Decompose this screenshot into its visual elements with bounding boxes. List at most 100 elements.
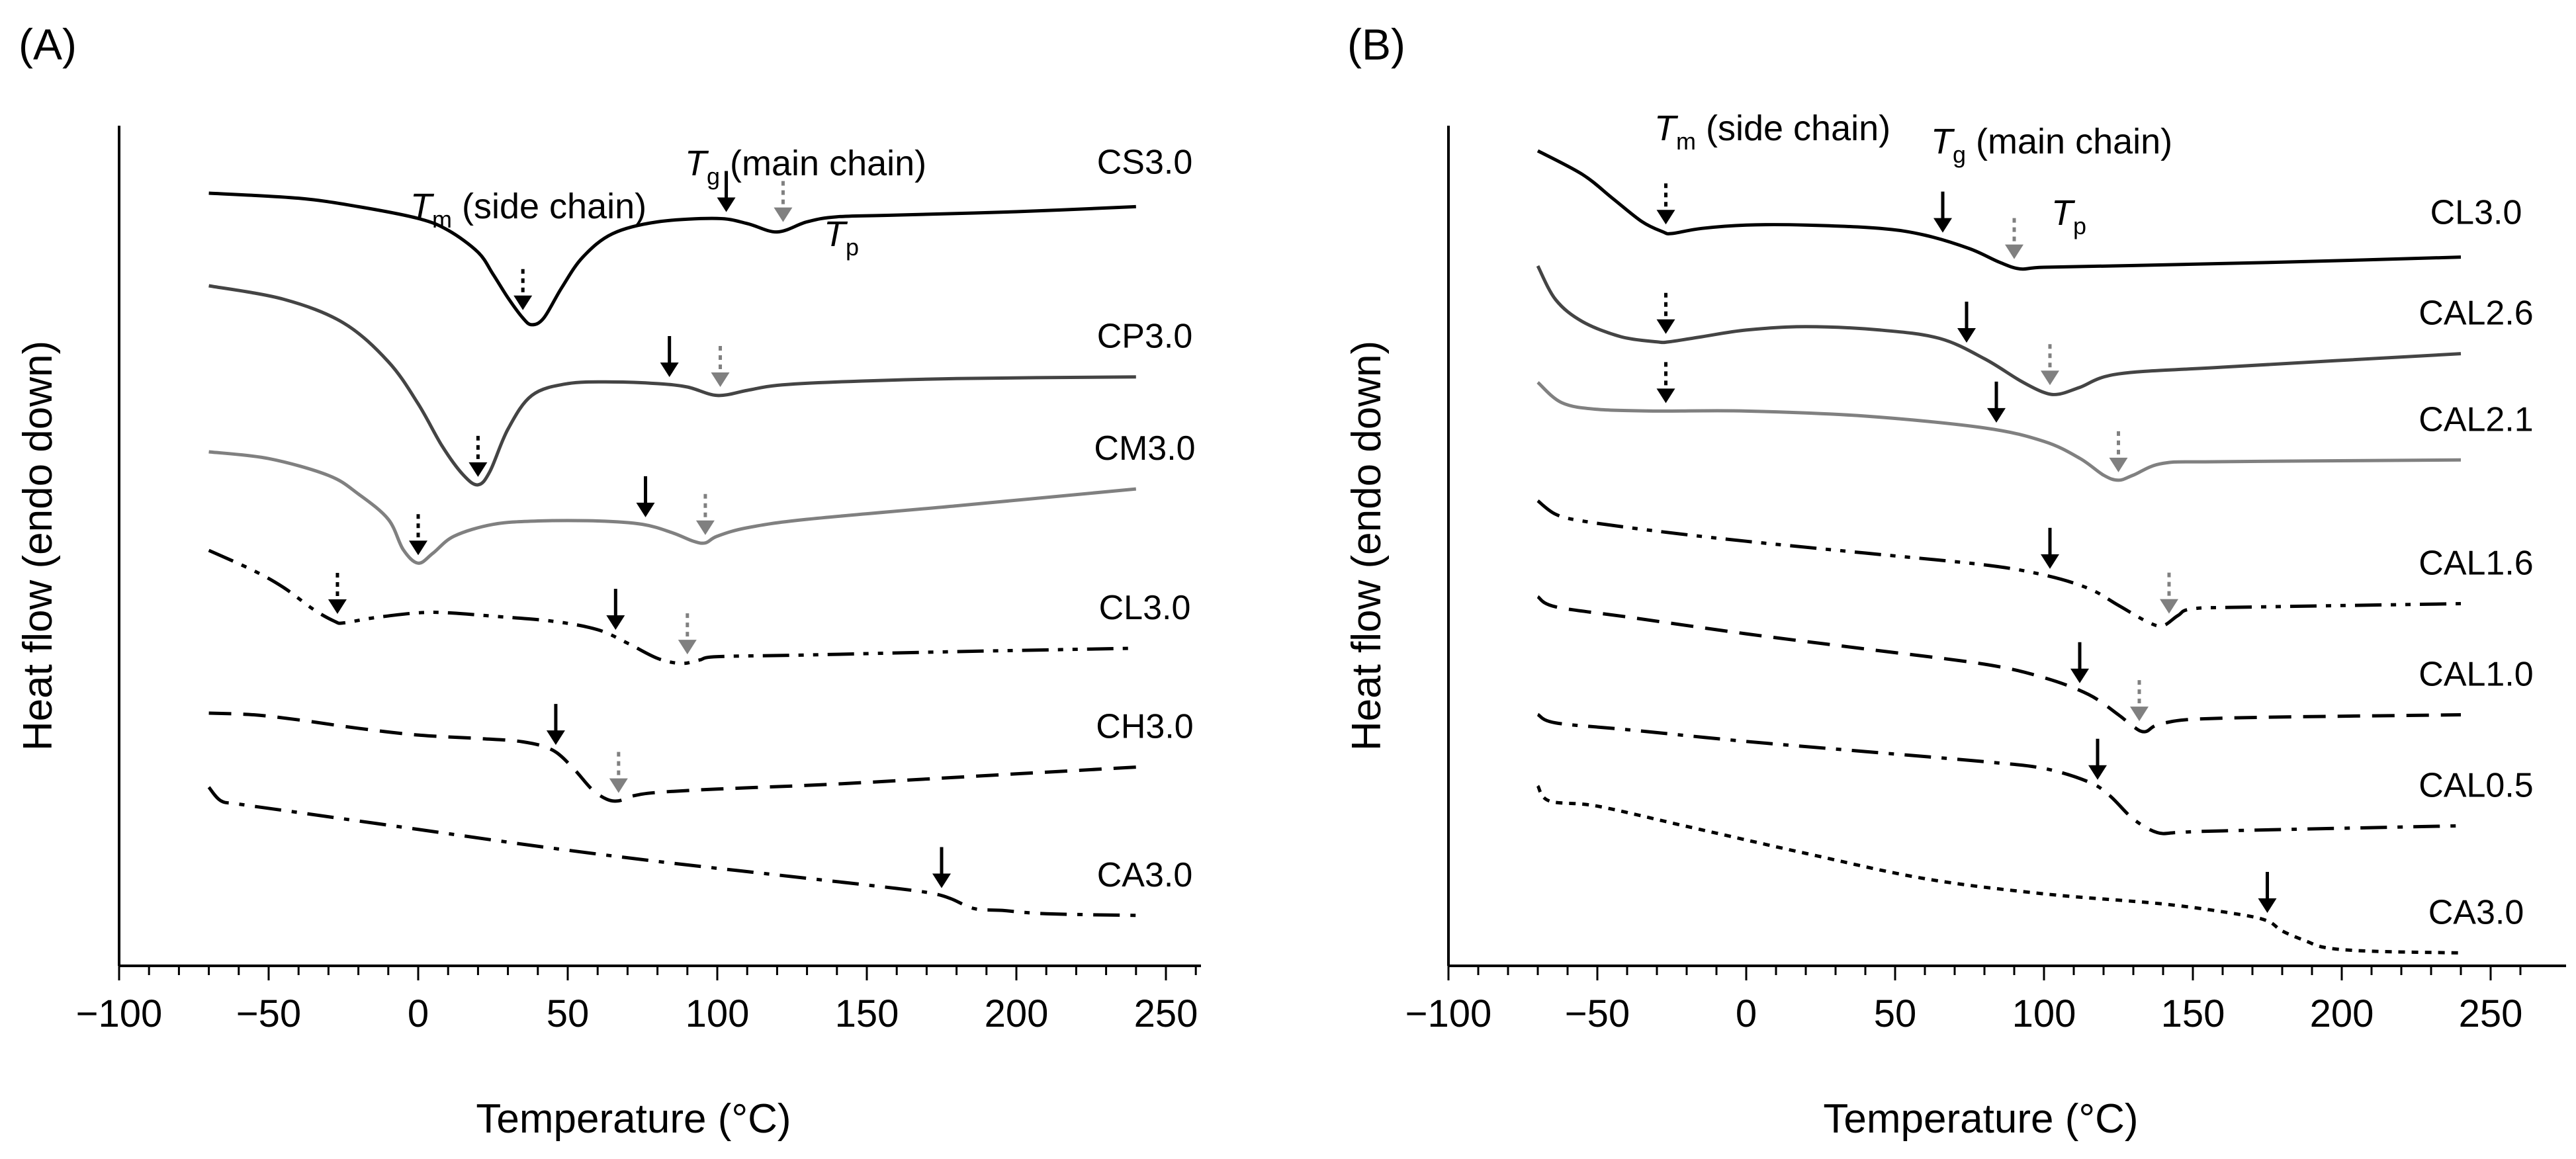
tp-arrow-head xyxy=(711,372,730,387)
x-axis-title: Temperature (°C) xyxy=(1823,1096,2138,1142)
curve-ch3.0 xyxy=(208,711,1136,803)
curve-ca3.0 xyxy=(1536,785,2462,955)
curve-cal0.5 xyxy=(1536,712,2462,836)
tg-annotation: Tg (main chain) xyxy=(685,144,926,190)
tp-arrow-head xyxy=(2160,599,2178,614)
tp-annotation-subscript: p xyxy=(2073,212,2086,239)
x-tick-label: 200 xyxy=(2310,992,2374,1035)
curve-label: CAL0.5 xyxy=(2419,766,2533,804)
curve-label: CAL1.6 xyxy=(2419,544,2533,583)
tg-arrow-head xyxy=(546,730,565,746)
curve-cl3.0 xyxy=(1536,149,2462,271)
tm-annotation-subscript: m xyxy=(1676,128,1696,155)
tm-arrow-head xyxy=(468,462,488,477)
panel-a: (A) −100 −50 0 50 100 150 200 250 Temperature (°C… xyxy=(15,20,1201,1142)
curve-label: CAL2.6 xyxy=(2419,294,2533,333)
x-tick-label: −50 xyxy=(1565,992,1630,1035)
tp-annotation-symbol: T xyxy=(824,214,848,254)
tg-arrow-head xyxy=(636,502,655,517)
tp-annotation-symbol: T xyxy=(2051,193,2076,233)
y-axis-title: Heat flow (endo down) xyxy=(15,341,61,751)
curve-label: CL3.0 xyxy=(1099,589,1191,627)
panel-label: (B) xyxy=(1347,20,1405,69)
tg-arrow-head xyxy=(1957,328,1976,343)
tg-arrow-head xyxy=(606,615,625,630)
tp-annotation: Tp xyxy=(824,214,859,261)
tm-arrow-head xyxy=(409,540,427,556)
tp-arrow-head xyxy=(2041,370,2059,386)
x-tick-label: −50 xyxy=(236,992,301,1035)
tm-annotation-subscript: m xyxy=(432,206,452,233)
tg-arrow-head xyxy=(660,362,679,377)
curve-cal2.1 xyxy=(1536,381,2462,482)
curve-cm3.0 xyxy=(208,450,1137,565)
x-tick-label: 200 xyxy=(985,992,1049,1035)
curve-label: CAL1.0 xyxy=(2419,656,2533,694)
tm-annotation-symbol: T xyxy=(1654,108,1679,148)
tp-annotation-subscript: p xyxy=(846,234,859,261)
x-tick-label: 0 xyxy=(408,992,429,1035)
x-axis-title: Temperature (°C) xyxy=(476,1096,791,1142)
tm-arrow-head xyxy=(1656,388,1675,404)
x-tick-label: 150 xyxy=(835,992,899,1035)
curve-label: CH3.0 xyxy=(1096,708,1193,746)
tg-arrow-head xyxy=(1987,408,2006,423)
y-axis-title: Heat flow (endo down) xyxy=(1344,341,1390,751)
curve-ca3.0 xyxy=(207,786,1136,918)
curve-label: CP3.0 xyxy=(1097,318,1193,356)
curve-cal2.6 xyxy=(1536,265,2462,396)
tg-annotation-subscript: g xyxy=(707,163,720,190)
tg-arrow-head xyxy=(932,873,951,888)
x-tick-label: −100 xyxy=(1405,992,1492,1035)
curve-label: CL3.0 xyxy=(2430,194,2522,232)
panel-label: (A) xyxy=(19,20,77,69)
tg-arrow-head xyxy=(2041,554,2059,569)
tg-arrow-head xyxy=(2070,668,2089,683)
tg-arrow-head xyxy=(2088,765,2107,780)
tg-arrow-head xyxy=(2258,898,2277,913)
curve-label: CS3.0 xyxy=(1097,143,1193,181)
tm-annotation: Tm (side chain) xyxy=(1654,108,1890,155)
tm-annotation-symbol: T xyxy=(410,187,435,226)
curve-cl3.0 xyxy=(208,548,1136,665)
tp-annotation: Tp xyxy=(2051,193,2086,239)
x-tick-label: −100 xyxy=(76,992,163,1035)
curve-cp3.0 xyxy=(208,284,1136,487)
x-tick-label: 0 xyxy=(1736,992,1757,1035)
curve-label: CM3.0 xyxy=(1094,429,1195,468)
x-tick-label: 250 xyxy=(2459,992,2523,1035)
tp-arrow-head xyxy=(2130,707,2149,722)
tm-arrow-head xyxy=(1656,210,1675,225)
tp-arrow-head xyxy=(2109,457,2128,472)
tg-annotation-subscript: g xyxy=(1953,141,1966,168)
panel-b: (B) −100 −50 0 50 100 150 200 250 Temperature (°C… xyxy=(1344,20,2566,1142)
tp-arrow-head xyxy=(2005,244,2023,259)
tm-arrow-head xyxy=(513,295,533,310)
curve-cal1.6 xyxy=(1536,499,2462,628)
curve-cal1.0 xyxy=(1536,595,2462,734)
x-tick-label: 250 xyxy=(1134,992,1198,1035)
tg-arrow-head xyxy=(1933,218,1952,233)
tm-arrow-head xyxy=(328,599,347,614)
curve-label: CA3.0 xyxy=(2428,893,2524,931)
x-tick-label: 150 xyxy=(2161,992,2225,1035)
tp-arrow-head xyxy=(774,207,793,222)
x-tick-label: 50 xyxy=(1874,992,1917,1035)
tg-annotation-symbol: T xyxy=(1931,122,1955,161)
tg-annotation-description: (main chain) xyxy=(720,144,926,183)
tg-annotation-symbol: T xyxy=(685,144,709,183)
x-tick-label: 50 xyxy=(547,992,590,1035)
curve-label: CAL2.1 xyxy=(2419,400,2533,439)
tm-annotation-description: (side chain) xyxy=(452,187,646,226)
tg-arrow-head xyxy=(717,197,736,212)
tm-arrow-head xyxy=(1656,319,1675,334)
x-tick-label: 100 xyxy=(686,992,750,1035)
x-tick-label: 100 xyxy=(2012,992,2076,1035)
tp-arrow-head xyxy=(695,520,715,535)
tp-arrow-head xyxy=(609,778,628,793)
tp-arrow-head xyxy=(678,640,697,655)
tg-annotation-description: (main chain) xyxy=(1966,122,2172,161)
tg-annotation: Tg (main chain) xyxy=(1931,122,2172,168)
curve-cs3.0 xyxy=(208,191,1136,327)
